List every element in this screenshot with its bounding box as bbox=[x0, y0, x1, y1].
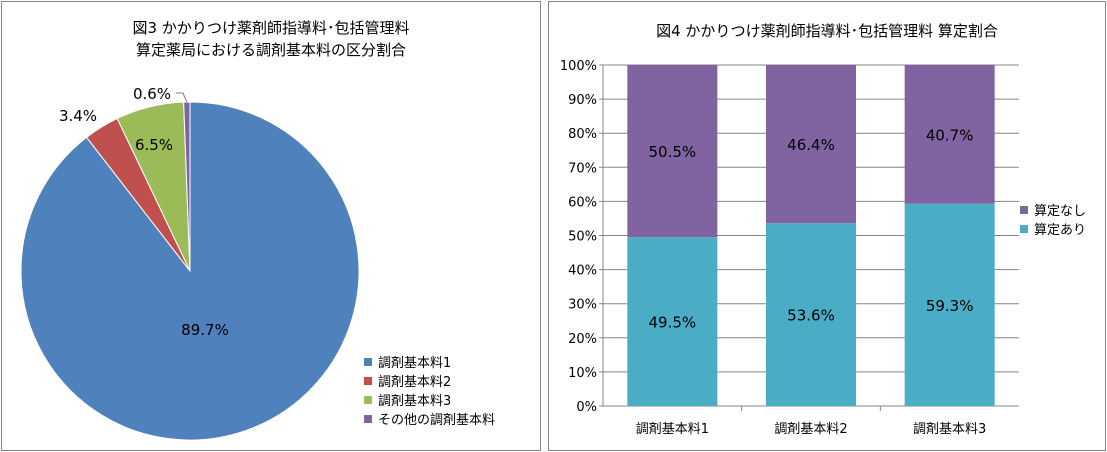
legend-label: その他の調剤基本料 bbox=[378, 413, 496, 428]
y-tick-label: 30% bbox=[568, 298, 597, 313]
pie-legend-item-other: その他の調剤基本料 bbox=[364, 409, 495, 428]
bar-santei-ari-1 bbox=[627, 237, 718, 406]
x-tick-label: 調剤基本料2 bbox=[774, 421, 847, 437]
legend-swatch bbox=[1020, 205, 1028, 214]
bar-santei-ari-3 bbox=[904, 203, 995, 406]
legend-label: 算定あり bbox=[1034, 223, 1087, 238]
bar-data-label: 53.6% bbox=[787, 307, 835, 325]
pie-legend-item-kihon2: 調剤基本料2 bbox=[364, 371, 495, 390]
bar-santei-nashi-1 bbox=[627, 65, 718, 238]
legend-label: 算定なし bbox=[1034, 204, 1087, 219]
bar-legend-item-ari: 算定あり bbox=[1020, 219, 1086, 238]
bar-legend: 算定なし 算定あり bbox=[1020, 200, 1086, 238]
bar-data-label: 40.7% bbox=[926, 126, 974, 144]
y-tick-label: 90% bbox=[568, 93, 597, 108]
y-tick-label: 40% bbox=[568, 264, 597, 279]
y-tick-label: 80% bbox=[568, 127, 597, 142]
pie-chart-title-line1: 図3 かかりつけ薬剤師指導料･包括管理料 bbox=[132, 19, 410, 37]
legend-swatch bbox=[1020, 224, 1028, 233]
bar-data-label: 50.5% bbox=[649, 143, 697, 161]
pie-data-label-other: 0.6% bbox=[133, 85, 171, 103]
legend-swatch bbox=[364, 414, 372, 423]
legend-swatch bbox=[364, 395, 372, 404]
y-tick-label: 0% bbox=[576, 400, 597, 415]
pie-slice-other bbox=[183, 101, 191, 272]
y-tick-label: 100% bbox=[560, 59, 597, 74]
bar-santei-nashi-3 bbox=[904, 65, 995, 204]
y-tick-label: 60% bbox=[568, 195, 597, 210]
pie-data-label-kihon3: 6.5% bbox=[135, 136, 173, 154]
x-tick-label: 調剤基本料3 bbox=[913, 421, 986, 437]
y-tick-label: 10% bbox=[568, 366, 597, 381]
bar-data-label: 59.3% bbox=[926, 297, 974, 315]
pie-legend-item-kihon3: 調剤基本料3 bbox=[364, 390, 495, 409]
y-tick-label: 70% bbox=[568, 161, 597, 176]
bar-chart-title: 図4 かかりつけ薬剤師指導料･包括管理料 算定割合 bbox=[656, 22, 998, 40]
pie-chart-title-line2: 算定薬局における調剤基本料の区分割合 bbox=[135, 41, 406, 59]
legend-label: 調剤基本料3 bbox=[378, 394, 452, 409]
legend-swatch bbox=[364, 357, 372, 366]
pie-legend: 調剤基本料1 調剤基本料2 調剤基本料3 その他の調剤基本料 bbox=[364, 352, 495, 428]
bar-data-label: 46.4% bbox=[787, 136, 835, 154]
pie-data-label-kihon2: 3.4% bbox=[59, 107, 97, 125]
x-tick-label: 調剤基本料1 bbox=[636, 421, 709, 437]
bar-santei-nashi-2 bbox=[766, 65, 856, 224]
bar-chart-panel: 図4 かかりつけ薬剤師指導料･包括管理料 算定割合 0% 10% 20% 30% 40%… bbox=[548, 1, 1106, 451]
legend-label: 調剤基本料1 bbox=[378, 356, 452, 371]
pie-data-label-kihon1: 89.7% bbox=[181, 321, 229, 339]
bar-legend-item-nashi: 算定なし bbox=[1020, 200, 1086, 219]
legend-label: 調剤基本料2 bbox=[378, 375, 452, 390]
bar-santei-ari-2 bbox=[766, 223, 856, 406]
legend-swatch bbox=[364, 376, 372, 385]
bar-chart: 0% 10% 20% 30% 40% 50% 60% 70% 80% 90% 100% 49.5% 50… bbox=[560, 59, 1019, 437]
pie-legend-item-kihon1: 調剤基本料1 bbox=[364, 352, 495, 371]
bar-data-label: 49.5% bbox=[649, 314, 697, 332]
pie-chart: 89.7% 3.4% 6.5% 0.6% bbox=[20, 85, 360, 441]
pie-leader-line bbox=[176, 92, 188, 103]
y-tick-label: 20% bbox=[568, 332, 597, 347]
pie-chart-panel: 図3 かかりつけ薬剤師指導料･包括管理料 算定薬局における調剤基本料の区分割合 … bbox=[1, 1, 541, 451]
y-tick-label: 50% bbox=[568, 230, 597, 245]
